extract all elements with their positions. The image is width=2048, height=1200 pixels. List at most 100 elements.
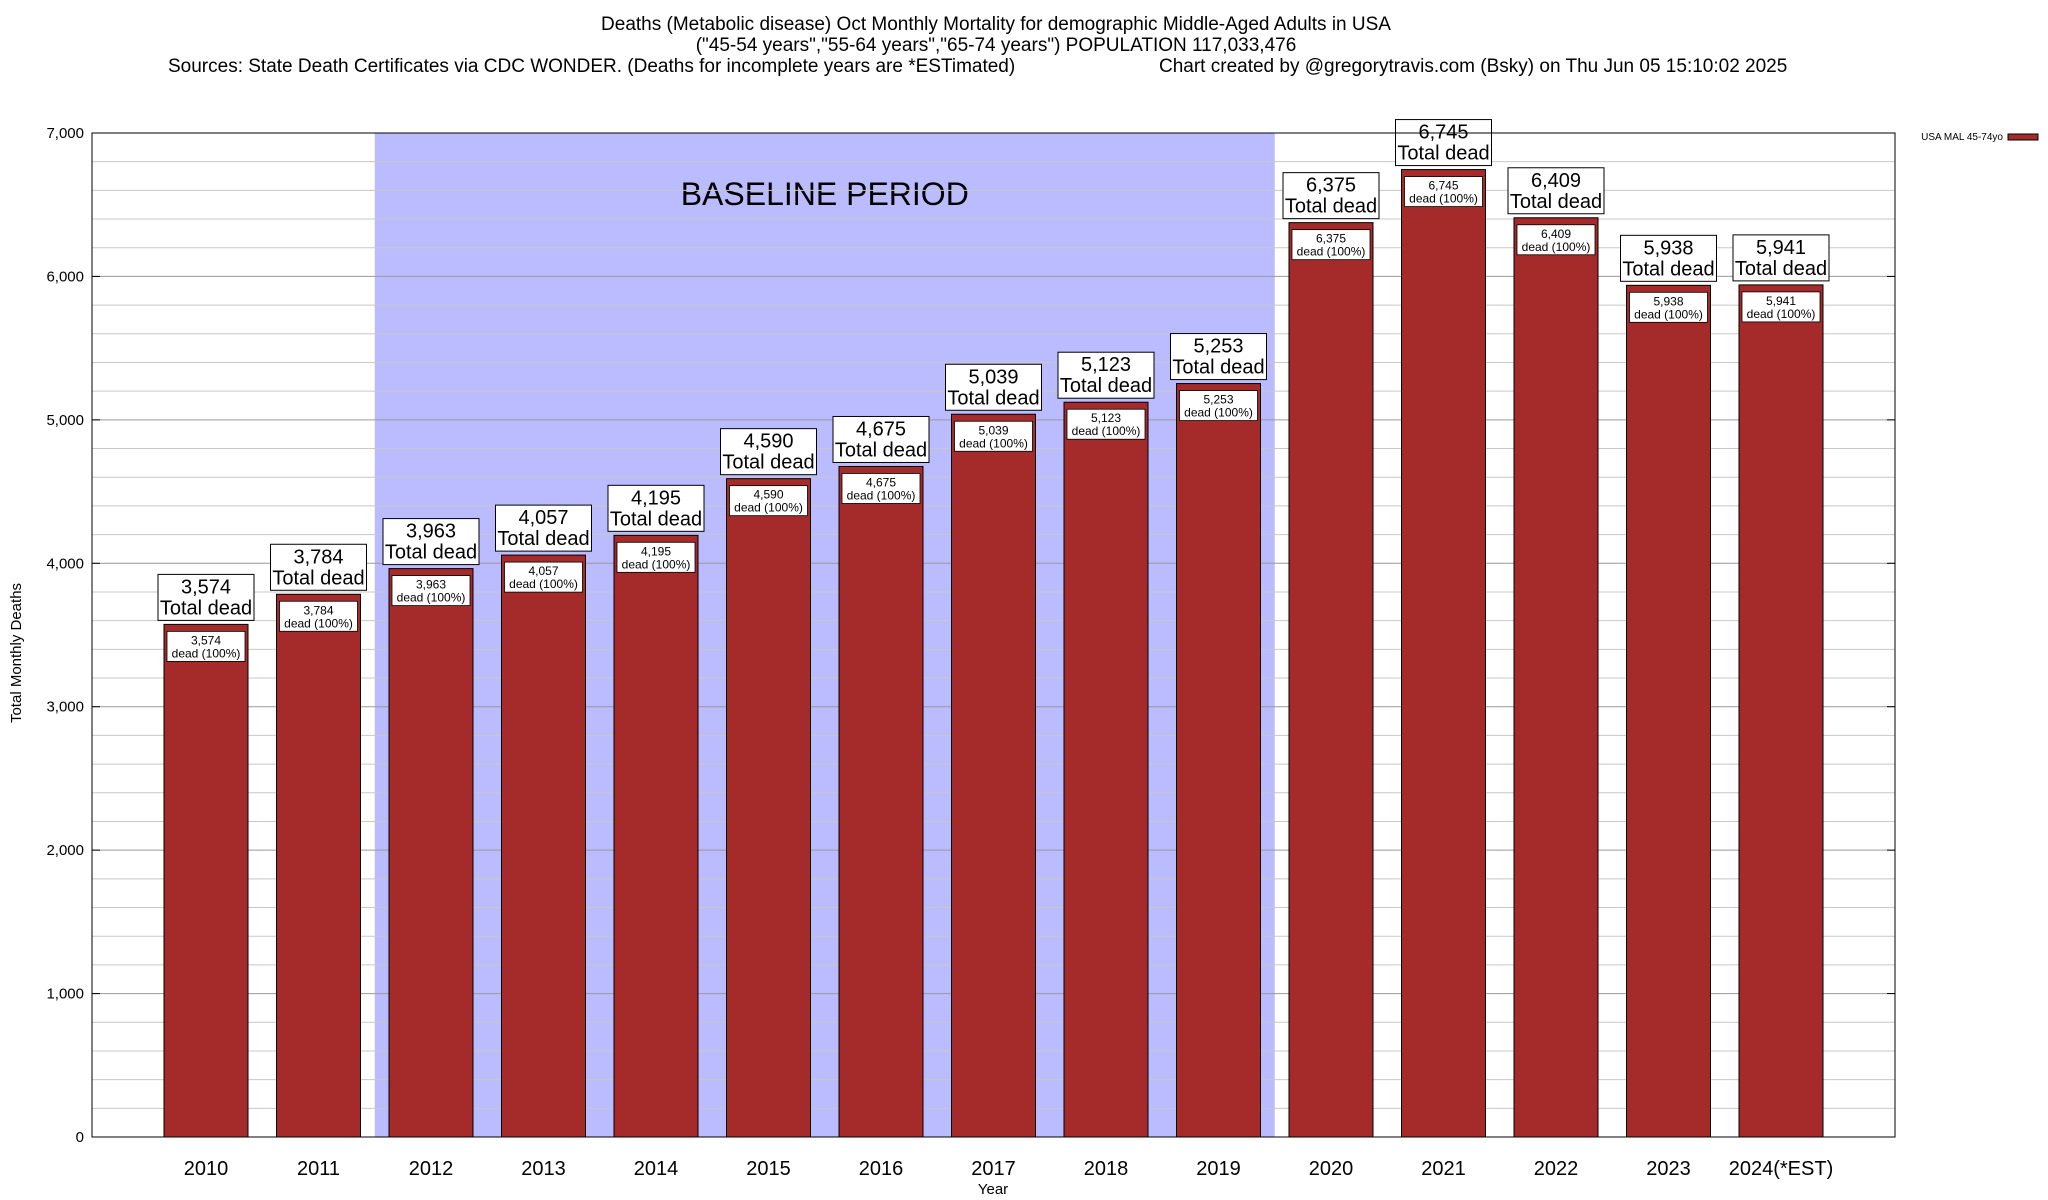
inner-value-label: 6,375 <box>1316 232 1346 246</box>
inner-percent-label: dead (100%) <box>509 577 578 591</box>
y-tick-label: 1,000 <box>46 986 84 1003</box>
total-dead-label: Total dead <box>1397 143 1489 165</box>
bar <box>613 534 699 1138</box>
total-value-label: 5,039 <box>968 366 1018 388</box>
tick-layer: 0 1,000 2,000 3,000 4,000 5,000 6,000 7,000 2010… <box>46 125 1895 1180</box>
inner-value-label: 5,938 <box>1653 294 1683 308</box>
total-label-box <box>1282 172 1380 220</box>
inner-percent-label: dead (100%) <box>622 557 691 571</box>
inner-label-box <box>166 630 246 662</box>
chart-credit: Chart created by @gregorytravis.com (Bsk… <box>1159 56 1787 77</box>
inner-label-box <box>1741 291 1821 323</box>
inner-label-box <box>504 561 583 593</box>
inner-value-label: 5,941 <box>1766 294 1796 308</box>
total-label-box <box>1507 167 1605 215</box>
legend-swatch <box>2007 133 2039 141</box>
inner-value-label: 6,409 <box>1541 227 1571 241</box>
bar <box>1738 284 1824 1138</box>
total-dead-label: Total dead <box>1172 357 1264 379</box>
inner-label-box <box>1179 390 1258 421</box>
x-tick-label: 2014 <box>634 1158 679 1180</box>
total-label-box <box>1057 351 1155 399</box>
x-tick-label: 2017 <box>971 1158 1016 1180</box>
y-tick-label: 5,000 <box>46 412 84 429</box>
y-tick-label: 4,000 <box>46 555 84 572</box>
total-label-box <box>945 363 1042 411</box>
total-value-label: 6,409 <box>1531 170 1581 192</box>
inner-percent-label: dead (100%) <box>1634 307 1703 321</box>
inner-value-label: 4,057 <box>528 564 558 578</box>
bar <box>276 593 361 1138</box>
total-value-label: 3,963 <box>406 521 456 543</box>
inner-percent-label: dead (100%) <box>1747 307 1816 321</box>
y-tick-label: 6,000 <box>46 268 84 285</box>
total-value-label: 5,253 <box>1193 336 1243 358</box>
inner-value-label: 3,784 <box>303 603 333 617</box>
total-label-box <box>1395 119 1492 167</box>
total-dead-label: Total dead <box>1285 196 1377 218</box>
inner-label-box <box>841 473 921 504</box>
y-tick-label: 2,000 <box>46 842 84 859</box>
legend: USA MAL 45-74yo <box>1921 132 2039 143</box>
inner-label-box <box>1629 291 1708 323</box>
inner-value-label: 3,574 <box>191 633 221 647</box>
inner-label-box <box>279 600 358 632</box>
total-dead-label: Total dead <box>497 528 589 550</box>
inner-percent-label: dead (100%) <box>1072 424 1141 438</box>
total-label-box <box>720 428 817 476</box>
inner-value-label: 3,963 <box>416 578 446 592</box>
inner-percent-label: dead (100%) <box>284 616 353 630</box>
total-value-label: 5,941 <box>1756 237 1806 259</box>
inner-value-label: 6,745 <box>1428 179 1458 193</box>
total-value-label: 4,590 <box>743 431 793 453</box>
x-tick-label: 2020 <box>1309 1158 1354 1180</box>
x-tick-label: 2012 <box>409 1158 454 1180</box>
x-tick-label: 2015 <box>746 1158 791 1180</box>
inner-value-label: 5,039 <box>978 423 1008 437</box>
x-tick-label: 2018 <box>1084 1158 1129 1180</box>
total-label-box <box>832 415 930 463</box>
inner-percent-label: dead (100%) <box>1409 192 1478 206</box>
inner-value-label: 4,675 <box>866 475 896 489</box>
x-tick-label: 2021 <box>1421 1158 1466 1180</box>
x-axis-label: Year <box>978 1181 1008 1198</box>
x-tick-label: 2022 <box>1534 1158 1579 1180</box>
total-value-label: 3,784 <box>293 546 343 568</box>
total-label-box <box>1732 234 1830 282</box>
total-dead-label: Total dead <box>610 508 702 530</box>
x-tick-label: 2023 <box>1646 1158 1691 1180</box>
chart-source: Sources: State Death Certificates via CD… <box>168 56 1015 77</box>
inner-label-box <box>616 541 696 573</box>
inner-label-box <box>1291 229 1371 261</box>
inner-percent-label: dead (100%) <box>847 488 916 502</box>
inner-value-label: 4,590 <box>753 488 783 502</box>
chart-subtitle: ("45-54 years","55-64 years","65-74 year… <box>696 35 1297 56</box>
bar <box>1063 401 1149 1138</box>
inner-label-box <box>391 575 471 606</box>
inner-value-label: 5,253 <box>1203 393 1233 407</box>
x-tick-label: 2024(*EST) <box>1729 1158 1834 1180</box>
total-dead-label: Total dead <box>1060 375 1152 397</box>
total-label-box <box>1620 234 1717 282</box>
inner-percent-label: dead (100%) <box>1297 245 1366 259</box>
inner-value-label: 4,195 <box>641 544 671 558</box>
baseline-label: BASELINE PERIOD <box>681 176 969 212</box>
inner-label-box <box>954 420 1033 452</box>
y-tick-label: 0 <box>76 1129 84 1146</box>
total-label-box <box>270 543 367 591</box>
bar <box>1176 383 1261 1138</box>
inner-value-label: 5,123 <box>1091 411 1121 425</box>
x-tick-label: 2019 <box>1196 1158 1241 1180</box>
inner-label-box <box>1066 408 1146 440</box>
bar <box>1513 217 1599 1138</box>
total-dead-label: Total dead <box>385 542 477 564</box>
bar <box>163 623 249 1138</box>
bar <box>1626 284 1711 1138</box>
total-label-box <box>382 518 480 566</box>
x-tick-label: 2011 <box>297 1158 340 1180</box>
inner-label-box <box>1404 176 1483 207</box>
inner-percent-label: dead (100%) <box>172 646 241 660</box>
legend-label: USA MAL 45-74yo <box>1921 132 2003 143</box>
bar <box>951 413 1036 1138</box>
